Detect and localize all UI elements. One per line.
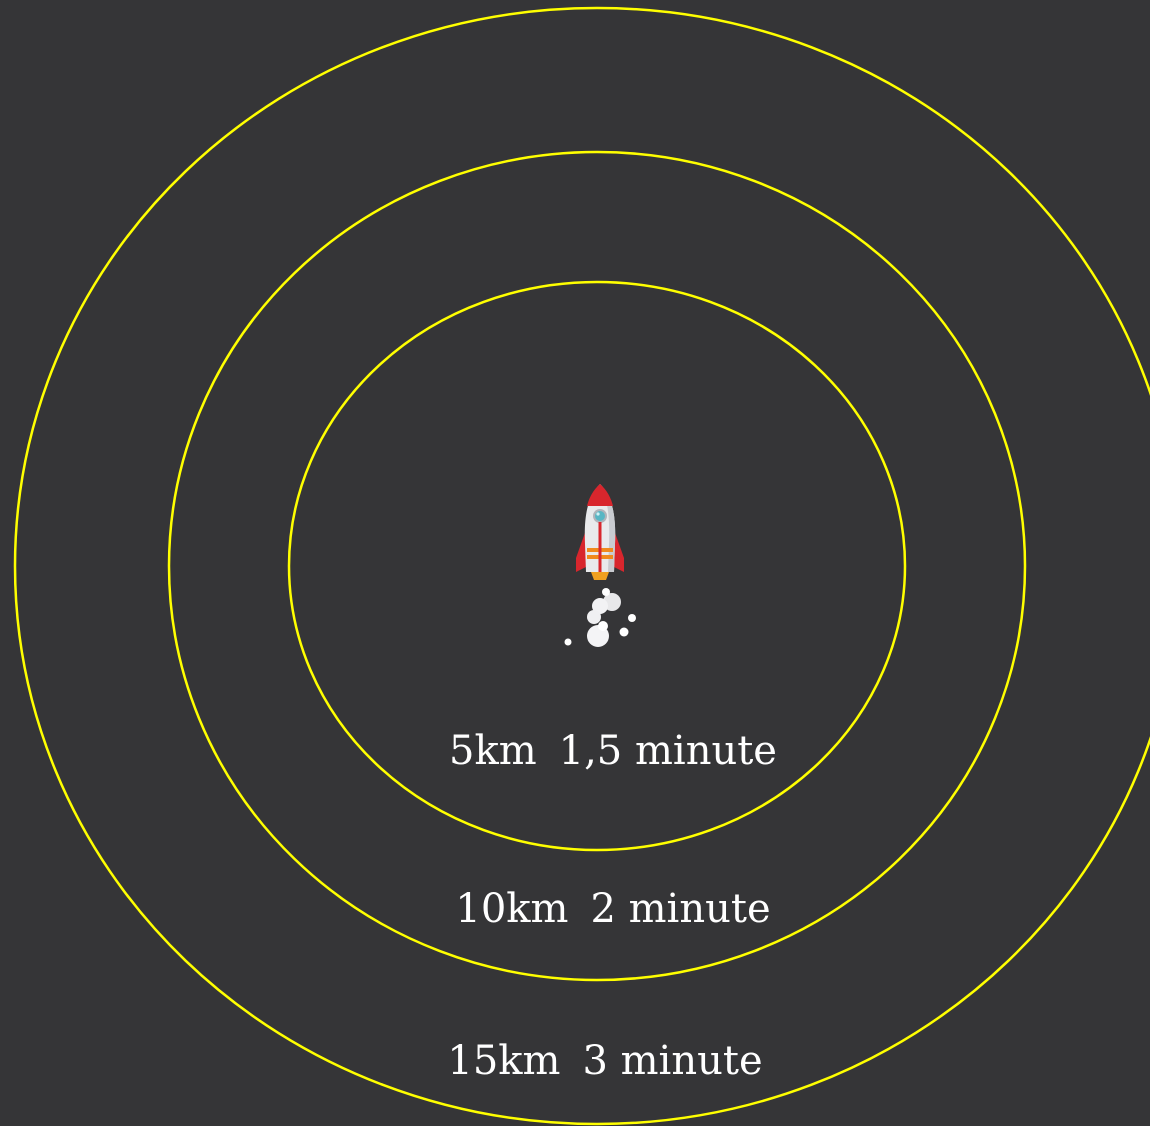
ring-distance: 5km bbox=[449, 728, 537, 774]
ring-distance: 15km bbox=[447, 1038, 561, 1084]
ring-inner bbox=[287, 280, 907, 852]
ring-distance: 10km bbox=[455, 886, 569, 932]
ring-time: 1,5 minute bbox=[558, 728, 777, 774]
ring-time: 3 minute bbox=[582, 1038, 763, 1084]
ring-label-5km: 5km 1,5 minute bbox=[38, 727, 1150, 775]
ring-label-10km: 10km 2 minute bbox=[38, 885, 1150, 933]
ring-label-15km: 15km 3 minute bbox=[30, 1037, 1150, 1085]
ring-time: 2 minute bbox=[590, 886, 771, 932]
rocket-icon bbox=[564, 484, 636, 647]
ring-outer bbox=[13, 6, 1150, 1126]
ring-middle bbox=[167, 150, 1027, 982]
